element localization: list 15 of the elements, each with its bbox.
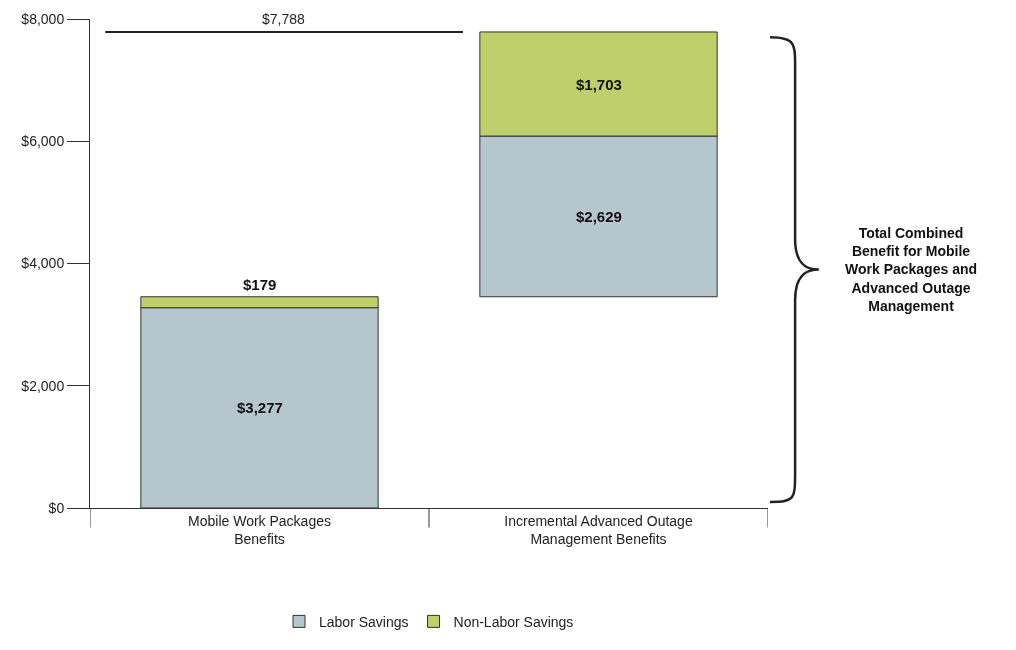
data-label: $179 <box>243 276 277 293</box>
data-label: $3,277 <box>237 399 283 416</box>
data-label: $2,629 <box>576 208 622 225</box>
legend-label: Non-Labor Savings <box>453 613 574 630</box>
x-tick-label: Mobile Work Packages Benefits <box>188 512 331 547</box>
y-tick-label: $6,000 <box>21 133 65 150</box>
x-tick-label: Incremental Advanced Outage Management Benefits <box>504 512 693 547</box>
y-tick-label: $0 <box>48 499 65 516</box>
y-tick-label: $4,000 <box>21 255 65 272</box>
text: Total Combined Benefit for Mobile Work Packages and Advanced Outage Management <box>845 225 978 314</box>
y-tick-label: $2,000 <box>21 377 65 394</box>
legend-label: Labor Savings <box>319 613 409 630</box>
y-tick-label: $8,000 <box>21 10 65 27</box>
ref-line-label: $7,788 <box>262 11 306 27</box>
data-label: $1,703 <box>576 76 622 93</box>
